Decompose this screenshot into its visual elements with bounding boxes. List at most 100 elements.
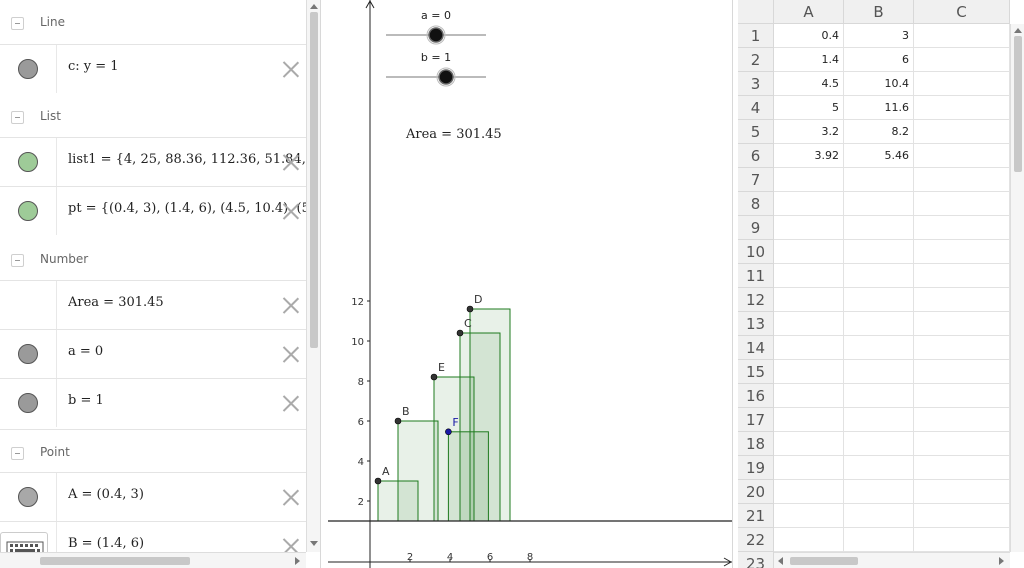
row-header-16[interactable]: 16 <box>738 384 774 408</box>
row-header-15[interactable]: 15 <box>738 360 774 384</box>
visibility-marble-icon[interactable] <box>18 393 38 413</box>
row-header-13[interactable]: 13 <box>738 312 774 336</box>
cell-C8[interactable] <box>914 192 1010 216</box>
row-header-21[interactable]: 21 <box>738 504 774 528</box>
spreadsheet-vertical-scrollbar[interactable] <box>1010 24 1024 552</box>
visibility-marble-icon[interactable] <box>18 201 38 221</box>
cell-B20[interactable] <box>844 480 914 504</box>
row-header-8[interactable]: 8 <box>738 192 774 216</box>
row-header-12[interactable]: 12 <box>738 288 774 312</box>
cell-A16[interactable] <box>774 384 844 408</box>
spreadsheet-horizontal-scrollbar[interactable] <box>774 552 1010 568</box>
cell-B14[interactable] <box>844 336 914 360</box>
row-header-1[interactable]: 1 <box>738 24 774 48</box>
cell-B15[interactable] <box>844 360 914 384</box>
cell-B10[interactable] <box>844 240 914 264</box>
cell-B2[interactable]: 6 <box>844 48 914 72</box>
cell-C6[interactable] <box>914 144 1010 168</box>
slider-knob[interactable] <box>428 27 444 43</box>
column-header-A[interactable]: A <box>774 0 844 24</box>
cell-C20[interactable] <box>914 480 1010 504</box>
cell-A13[interactable] <box>774 312 844 336</box>
row-header-22[interactable]: 22 <box>738 528 774 552</box>
scroll-up-icon[interactable] <box>1014 28 1022 33</box>
cell-B9[interactable] <box>844 216 914 240</box>
slider-knob[interactable] <box>438 69 454 85</box>
cell-A4[interactable]: 5 <box>774 96 844 120</box>
cell-A8[interactable] <box>774 192 844 216</box>
algebra-vertical-scrollbar[interactable] <box>306 0 320 552</box>
delete-icon[interactable] <box>280 294 302 316</box>
algebra-expression[interactable]: c: y = 1 <box>68 59 119 74</box>
cell-C21[interactable] <box>914 504 1010 528</box>
algebra-expression[interactable]: B = (1.4, 6) <box>68 536 145 551</box>
cell-C7[interactable] <box>914 168 1010 192</box>
cell-B7[interactable] <box>844 168 914 192</box>
row-header-7[interactable]: 7 <box>738 168 774 192</box>
scroll-left-icon[interactable] <box>778 557 783 565</box>
panel-divider[interactable] <box>732 0 738 568</box>
cell-A6[interactable]: 3.92 <box>774 144 844 168</box>
category-point[interactable]: Point <box>0 429 306 475</box>
delete-icon[interactable] <box>280 486 302 508</box>
cell-B18[interactable] <box>844 432 914 456</box>
scroll-thumb[interactable] <box>310 12 318 348</box>
category-line[interactable]: Line <box>0 0 306 46</box>
cell-B22[interactable] <box>844 528 914 552</box>
row-header-14[interactable]: 14 <box>738 336 774 360</box>
row-header-5[interactable]: 5 <box>738 120 774 144</box>
cell-C18[interactable] <box>914 432 1010 456</box>
delete-icon[interactable] <box>280 392 302 414</box>
graphics-canvas[interactable]: 2 4 6 8 10 12 2 4 6 8 A B CD E Fa = 0 b = 1 Area = 301.4… <box>328 0 732 568</box>
cell-C14[interactable] <box>914 336 1010 360</box>
cell-C5[interactable] <box>914 120 1010 144</box>
cell-B12[interactable] <box>844 288 914 312</box>
algebra-item-A[interactable]: A = (0.4, 3) <box>0 472 306 521</box>
cell-C12[interactable] <box>914 288 1010 312</box>
collapse-toggle-icon[interactable] <box>11 17 24 30</box>
row-header-17[interactable]: 17 <box>738 408 774 432</box>
row-header-10[interactable]: 10 <box>738 240 774 264</box>
visibility-marble-icon[interactable] <box>18 59 38 79</box>
cell-A21[interactable] <box>774 504 844 528</box>
cell-B5[interactable]: 8.2 <box>844 120 914 144</box>
column-header-B[interactable]: B <box>844 0 914 24</box>
algebra-item-c[interactable]: c: y = 1 <box>0 44 306 93</box>
cell-B1[interactable]: 3 <box>844 24 914 48</box>
cell-C9[interactable] <box>914 216 1010 240</box>
sheet-corner[interactable] <box>738 0 774 24</box>
row-header-3[interactable]: 3 <box>738 72 774 96</box>
algebra-item-area[interactable]: Area = 301.45 <box>0 280 306 329</box>
visibility-marble-icon[interactable] <box>18 344 38 364</box>
cell-A5[interactable]: 3.2 <box>774 120 844 144</box>
cell-A2[interactable]: 1.4 <box>774 48 844 72</box>
cell-A3[interactable]: 4.5 <box>774 72 844 96</box>
cell-C4[interactable] <box>914 96 1010 120</box>
algebra-item-pt[interactable]: pt = {(0.4, 3), (1.4, 6), (4.5, 10.4), (… <box>0 186 308 235</box>
cell-C3[interactable] <box>914 72 1010 96</box>
cell-A10[interactable] <box>774 240 844 264</box>
collapse-toggle-icon[interactable] <box>11 447 24 460</box>
row-header-4[interactable]: 4 <box>738 96 774 120</box>
algebra-item-list1[interactable]: list1 = {4, 25, 88.36, 112.36, 51.84, 19… <box>0 137 308 186</box>
cell-B4[interactable]: 11.6 <box>844 96 914 120</box>
algebra-expression[interactable]: a = 0 <box>68 344 104 359</box>
cell-A18[interactable] <box>774 432 844 456</box>
delete-icon[interactable] <box>280 343 302 365</box>
scroll-right-icon[interactable] <box>295 557 300 565</box>
scroll-right-icon[interactable] <box>999 557 1004 565</box>
row-header-18[interactable]: 18 <box>738 432 774 456</box>
visibility-marble-icon[interactable] <box>18 152 38 172</box>
cell-A14[interactable] <box>774 336 844 360</box>
row-header-6[interactable]: 6 <box>738 144 774 168</box>
cell-B21[interactable] <box>844 504 914 528</box>
cell-B11[interactable] <box>844 264 914 288</box>
delete-icon[interactable] <box>280 58 302 80</box>
category-number[interactable]: Number <box>0 237 306 283</box>
cell-A17[interactable] <box>774 408 844 432</box>
collapse-toggle-icon[interactable] <box>11 111 24 124</box>
collapse-toggle-icon[interactable] <box>11 254 24 267</box>
scroll-up-icon[interactable] <box>310 4 318 9</box>
panel-divider[interactable] <box>320 0 328 568</box>
